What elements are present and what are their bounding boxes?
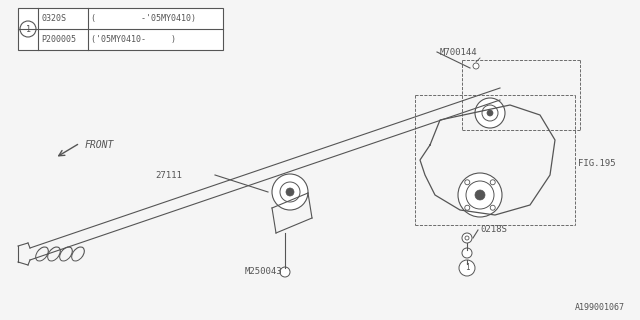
Text: P200005: P200005 (41, 35, 76, 44)
Text: FIG.195: FIG.195 (578, 158, 616, 167)
Circle shape (462, 233, 472, 243)
Text: 0320S: 0320S (41, 13, 66, 22)
Circle shape (286, 188, 294, 196)
Bar (18, 8, 223, 50)
Circle shape (475, 190, 485, 200)
Circle shape (280, 182, 300, 202)
Text: (         -'05MY0410): ( -'05MY0410) (91, 13, 196, 22)
Circle shape (475, 98, 505, 128)
Circle shape (465, 205, 470, 210)
Circle shape (465, 180, 470, 185)
Circle shape (487, 110, 493, 116)
Circle shape (458, 173, 502, 217)
Circle shape (280, 267, 290, 277)
Text: 1: 1 (465, 263, 469, 273)
Text: 1: 1 (26, 25, 31, 34)
Text: A199001067: A199001067 (575, 303, 625, 313)
Text: M700144: M700144 (440, 47, 477, 57)
Circle shape (462, 248, 472, 258)
Text: 27111: 27111 (155, 171, 182, 180)
Circle shape (490, 180, 495, 185)
Circle shape (482, 105, 498, 121)
Circle shape (465, 236, 469, 240)
Text: 0218S: 0218S (480, 226, 507, 235)
Text: M250043: M250043 (245, 268, 283, 276)
Circle shape (466, 181, 494, 209)
Circle shape (20, 21, 36, 37)
Circle shape (473, 63, 479, 69)
Text: ('05MY0410-     ): ('05MY0410- ) (91, 35, 176, 44)
Circle shape (272, 174, 308, 210)
Text: FRONT: FRONT (85, 140, 115, 150)
Circle shape (490, 205, 495, 210)
Circle shape (459, 260, 475, 276)
